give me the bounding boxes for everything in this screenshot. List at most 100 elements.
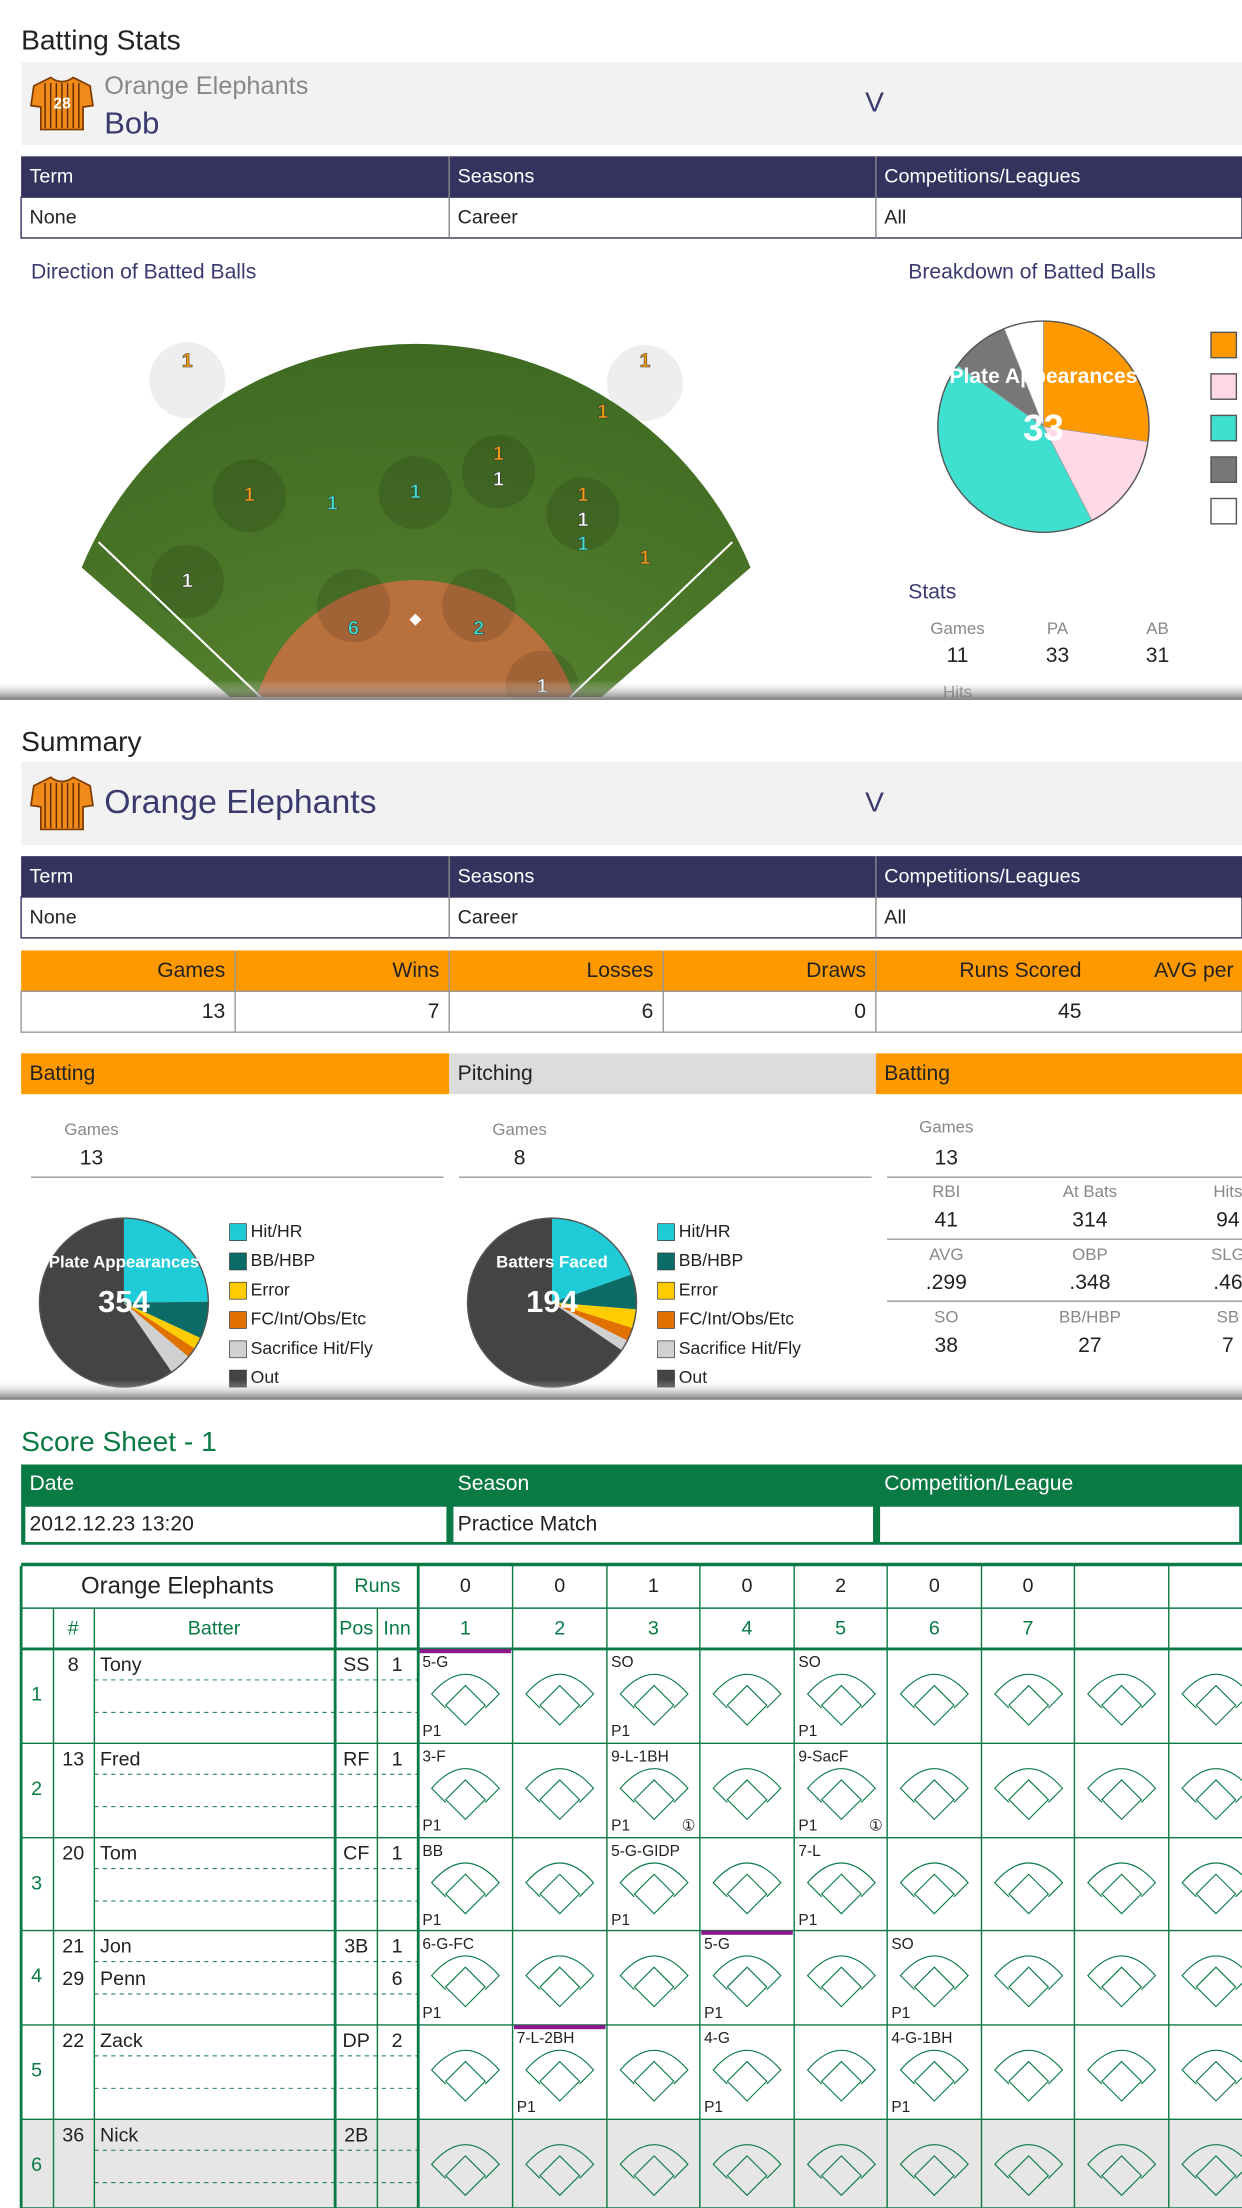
stat-label: PA	[1047, 619, 1069, 638]
record-header	[21, 950, 1242, 992]
diamond	[539, 1684, 581, 1726]
inning-number: 7	[1022, 1617, 1033, 1639]
filter-value[interactable]: None	[30, 206, 77, 228]
record-header-label: AVG per	[1154, 959, 1233, 982]
filter-header-label: Seasons	[458, 865, 535, 887]
stat-value: .348	[1069, 1271, 1110, 1294]
play-result: 9-SacF	[798, 1748, 848, 1765]
zone-count: 1	[639, 547, 650, 569]
diamond	[633, 2155, 675, 2197]
play-result: 5-G	[704, 1936, 730, 1953]
filter-header	[21, 856, 1242, 897]
stat-value: .299	[926, 1271, 967, 1294]
zone-count: 1	[410, 481, 421, 503]
pie-slice	[123, 1302, 189, 1373]
stat-value: 13	[80, 1146, 103, 1169]
legend-label: Hit/HR	[679, 1221, 731, 1241]
foul-zone	[149, 342, 226, 419]
diamond-outfield	[806, 1768, 876, 1803]
diamond	[913, 2155, 955, 2197]
diamond-outfield	[1087, 2049, 1157, 2085]
diamond-outfield	[899, 1673, 969, 1709]
filter-value[interactable]: All	[884, 906, 906, 928]
legend-label: BB/HBP	[251, 1250, 316, 1270]
legend-label: FC/Int/Obs/Etc	[251, 1309, 367, 1329]
player-inning: 1	[392, 1748, 403, 1770]
diamond-outfield	[430, 2049, 500, 2085]
section-title: Score Sheet - 1	[21, 1426, 217, 1457]
legend-label: Sacrifice Hit/Fly	[251, 1338, 373, 1358]
filter-value[interactable]: None	[30, 906, 77, 928]
diamond	[1101, 1684, 1143, 1726]
tab-label[interactable]: Batting	[884, 1062, 950, 1085]
diamond	[1008, 1966, 1050, 2008]
filter-value[interactable]: Career	[458, 206, 519, 228]
stat-label: SO	[934, 1308, 958, 1327]
stat-value: .46	[1213, 1271, 1242, 1294]
diamond	[1195, 1966, 1237, 2008]
filter-header-label: Term	[30, 865, 74, 887]
batting-order: 6	[31, 2154, 42, 2176]
player-name: Penn	[100, 1968, 146, 1990]
diamond	[1195, 2155, 1237, 2197]
zone-count: 1	[182, 350, 193, 372]
tab-label[interactable]: Batting	[30, 1062, 96, 1085]
legend-swatch	[229, 1252, 247, 1271]
diamond	[913, 1779, 955, 1821]
inning-number: 3	[648, 1617, 659, 1639]
diamond	[1008, 2060, 1050, 2102]
stat-label: SB	[1217, 1308, 1240, 1327]
diamond-outfield	[1181, 1673, 1242, 1709]
diamond-outfield	[994, 1955, 1064, 1991]
record-value: 6	[642, 1000, 654, 1023]
section-shadow	[0, 680, 1242, 700]
pitcher: P1	[422, 1723, 441, 1740]
diamond	[1101, 1966, 1143, 2008]
inning-runs: 0	[1022, 1575, 1033, 1597]
diamond	[726, 2060, 768, 2102]
tab[interactable]	[449, 1053, 876, 1095]
legend-label: Sacrifice Hit/Fly	[679, 1338, 801, 1358]
filter-value[interactable]: Career	[458, 906, 519, 928]
tab[interactable]	[875, 1053, 1242, 1095]
diamond-outfield	[619, 1955, 689, 1991]
diamond-outfield	[899, 1768, 969, 1803]
filter-header-label: Term	[30, 166, 74, 188]
pitcher: P1	[422, 1912, 441, 1929]
diamond-outfield	[1087, 1862, 1157, 1898]
zone-count: 2	[473, 618, 484, 640]
play-result: SO	[798, 1654, 820, 1671]
batting-order: 2	[31, 1778, 42, 1800]
pitcher: P1	[891, 2099, 910, 2116]
inning-runs: 2	[835, 1575, 846, 1597]
filter-value[interactable]: All	[884, 206, 906, 228]
player-position: 3B	[344, 1936, 368, 1958]
zone-shade	[546, 477, 620, 551]
diamond	[820, 2060, 862, 2102]
pitcher: P1	[422, 2005, 441, 2022]
filter-header-label: Competitions/Leagues	[884, 166, 1080, 188]
player-number: 8	[68, 1654, 79, 1676]
stat-value: 27	[1078, 1334, 1101, 1357]
pie-slice	[552, 1274, 637, 1310]
diamond-outfield	[712, 2144, 782, 2179]
legend-swatch	[657, 1311, 675, 1329]
pitcher: P1	[611, 1912, 630, 1929]
player-position: DP	[343, 2030, 370, 2052]
stat-label: BB/HBP	[1059, 1308, 1121, 1327]
diamond-outfield	[994, 1862, 1064, 1898]
legend-label: Error	[679, 1279, 718, 1299]
tab[interactable]	[21, 1053, 450, 1095]
play-result: BB	[422, 1843, 443, 1860]
info-header: Competition/League	[884, 1472, 1073, 1495]
diamond	[726, 1684, 768, 1726]
infield	[256, 580, 575, 698]
diamond	[913, 1684, 955, 1726]
zone-shade	[150, 544, 224, 619]
diamond	[1101, 1779, 1143, 1821]
stat-label: AB	[1146, 619, 1169, 638]
zone-count: 1	[327, 492, 338, 514]
team-header	[21, 761, 1242, 845]
tab-label[interactable]: Pitching	[458, 1062, 533, 1085]
diamond	[633, 1873, 675, 1915]
